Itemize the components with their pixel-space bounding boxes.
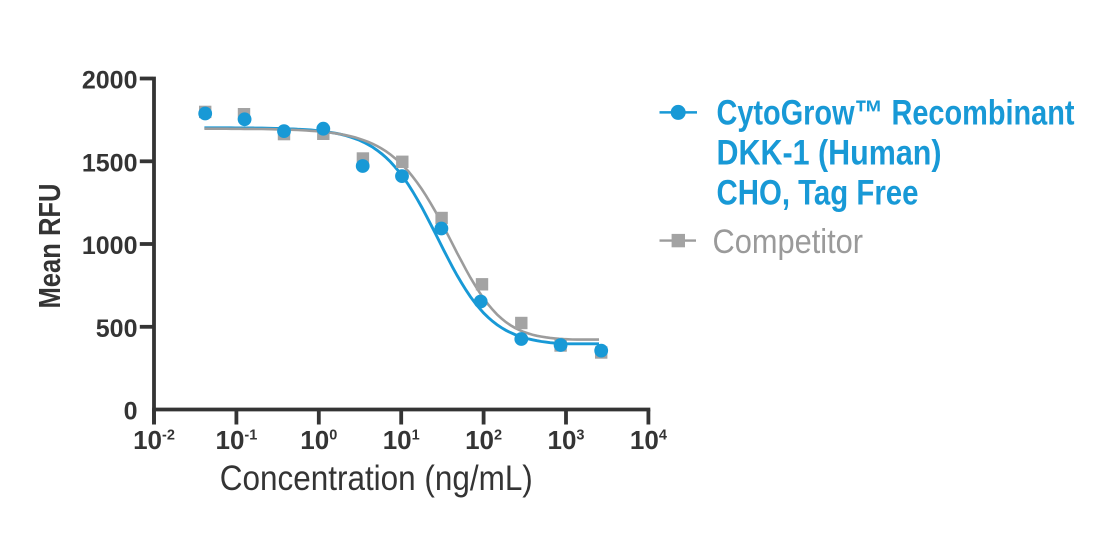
svg-text:Competitor: Competitor [713, 223, 864, 261]
svg-text:Mean RFU: Mean RFU [32, 184, 67, 309]
svg-text:2000: 2000 [82, 67, 138, 95]
svg-text:10-2: 10-2 [133, 425, 175, 455]
svg-text:Concentration (ng/mL): Concentration (ng/mL) [220, 459, 533, 498]
svg-text:CHO, Tag Free: CHO, Tag Free [717, 173, 919, 212]
svg-text:101: 101 [383, 425, 420, 455]
svg-text:0: 0 [124, 398, 138, 426]
svg-text:500: 500 [96, 315, 138, 343]
svg-text:102: 102 [465, 425, 502, 455]
svg-text:DKK-1 (Human): DKK-1 (Human) [717, 133, 942, 172]
svg-text:10-1: 10-1 [215, 425, 257, 455]
svg-text:1500: 1500 [82, 150, 138, 178]
svg-text:100: 100 [300, 425, 337, 455]
svg-text:104: 104 [630, 425, 667, 455]
svg-text:1000: 1000 [82, 232, 138, 260]
svg-text:CytoGrow™ Recombinant: CytoGrow™ Recombinant [717, 94, 1075, 133]
svg-text:103: 103 [548, 425, 585, 455]
